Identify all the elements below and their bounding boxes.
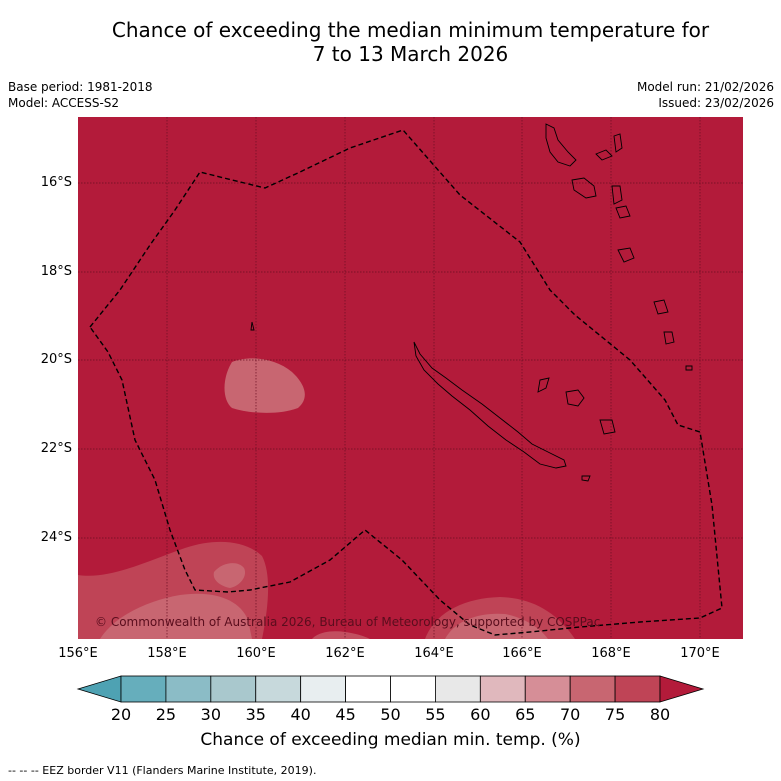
colorbar-tick-label: 45 [335,705,356,724]
colorbar-cell [569,675,616,703]
colorbar-right-extend [659,675,705,703]
colorbar-cell [165,675,212,703]
colorbar-cell [345,675,391,703]
colorbar-tick-label: 70 [559,705,581,724]
colorbar-tick-label: 30 [200,705,221,724]
lon-label-160e: 160°E [236,646,276,661]
lat-label-22s: 22°S [40,441,72,456]
probability-patch-65-70-west [224,358,305,413]
colorbar-tick-label: 60 [470,705,491,724]
colorbar-tick-label: 50 [380,705,401,724]
lon-label-164e: 164°E [414,646,454,661]
lat-label-18s: 18°S [40,264,72,279]
colorbar-cell [614,675,661,703]
vanuatu-island-3 [613,133,623,153]
vanuatu-island-6 [615,205,631,219]
lat-label-24s: 24°S [40,530,72,545]
loyalty-island-1 [537,377,550,393]
map-plot-area: © Commonwealth of Australia 2026, Bureau… [78,117,743,639]
probability-patch-65-70-small [213,563,246,588]
colorbar-cell [120,675,167,703]
colorbar-cell [300,675,346,703]
loyalty-far-island [653,299,669,315]
colorbar-cell [390,675,436,703]
loyalty-far-island-2 [663,331,675,345]
probability-patch-small-right [312,631,370,639]
copyright-text: © Commonwealth of Australia 2026, Bureau… [95,615,600,629]
colorbar-tick-label: 25 [155,705,177,724]
model-run-text: Model run: 21/02/2026 [636,80,774,94]
map-gridlines [78,117,743,639]
small-islet-east [685,365,693,371]
title-line-1: Chance of exceeding the median minimum t… [111,18,710,42]
lon-label-162e: 162°E [325,646,365,661]
colorbar-label: Chance of exceeding median min. temp. (%… [200,730,581,750]
vanuatu-island-7 [617,247,635,263]
title-line-2: 7 to 13 March 2026 [312,42,509,66]
colorbar-tick-label: 75 [604,705,626,724]
issued-text: Issued: 23/02/2026 [658,96,774,110]
new-caledonia-outline [413,341,567,469]
base-period-text: Base period: 1981-2018 [8,80,153,94]
isle-of-pines [581,475,591,482]
vanuatu-island-1 [545,123,577,167]
lon-label-168e: 168°E [591,646,631,661]
colorbar-cells [120,675,661,703]
colorbar-tick-label: 20 [110,705,132,724]
small-islet-west [250,321,255,331]
colorbar-tick-label: 55 [425,705,446,724]
colorbar-tick-label: 80 [649,705,671,724]
colorbar-cell [435,675,481,703]
colorbar [76,675,705,703]
probability-patch-65-70 [100,593,252,639]
chart-title: Chance of exceeding the median minimum t… [0,18,781,66]
coastlines [250,123,693,482]
lat-label-16s: 16°S [40,175,72,190]
loyalty-island-2 [565,389,585,407]
lon-label-170e: 170°E [680,646,720,661]
colorbar-tick-label: 65 [515,705,536,724]
colorbar-cell [524,675,571,703]
meta-right: Model run: 21/02/2026 Issued: 23/02/2026 [637,79,774,111]
eez-footnote: -- -- -- EEZ border V11 (Flanders Marine… [8,764,317,777]
model-text: Model: ACCESS-S2 [8,96,120,110]
colorbar-tick-label: 40 [290,705,311,724]
loyalty-island-3 [599,419,616,435]
colorbar-left-extend [76,675,122,703]
colorbar-cell [210,675,257,703]
lon-label-158e: 158°E [147,646,187,661]
vanuatu-island-4 [571,177,597,199]
lon-label-166e: 166°E [502,646,542,661]
colorbar-tick-label: 35 [245,705,266,724]
colorbar-cell [479,675,526,703]
eez-border-line [89,129,723,636]
meta-left: Base period: 1981-2018 Model: ACCESS-S2 [8,79,153,111]
lat-label-20s: 20°S [40,352,72,367]
vanuatu-island-2 [595,149,613,161]
vanuatu-island-5 [611,185,623,205]
lon-label-156e: 156°E [58,646,98,661]
colorbar-cell [255,675,302,703]
